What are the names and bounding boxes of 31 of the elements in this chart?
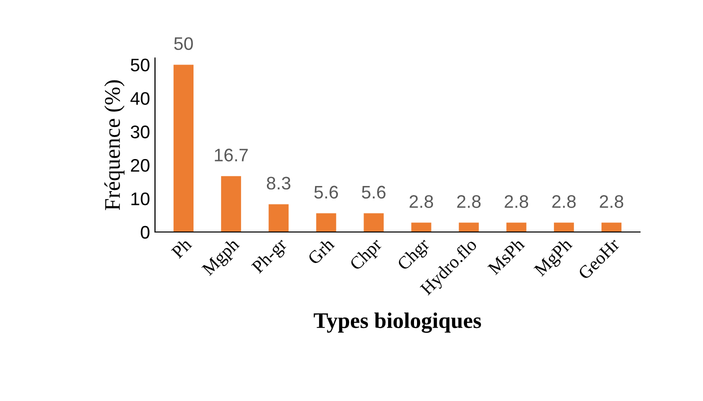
x-axis-title: Types biologiques (314, 312, 482, 333)
y-axis-title: Fréquence (%) (104, 80, 124, 210)
y-tick-label: 50 (130, 58, 150, 72)
data-label: 50 (174, 37, 193, 50)
bar (554, 222, 574, 232)
data-label: 16.7 (214, 148, 248, 162)
data-label: 2.8 (552, 195, 576, 208)
bar (601, 222, 622, 232)
x-tick-label: Chpr (348, 236, 386, 274)
bar (364, 213, 384, 232)
bar (458, 222, 479, 232)
data-label: 2.8 (600, 195, 624, 208)
bar (316, 213, 336, 232)
data-label: 8.3 (266, 176, 290, 190)
bar (506, 222, 526, 232)
x-tick-label: Grh (306, 237, 335, 266)
y-tick-label: 20 (130, 159, 150, 172)
data-label: 5.6 (362, 186, 386, 199)
y-tick-label: 30 (130, 126, 150, 138)
data-label: 2.8 (504, 195, 528, 208)
y-tick-label: 0 (140, 226, 150, 239)
y-tick-label: 40 (130, 92, 150, 105)
x-tick-label: Ph (170, 237, 192, 259)
bar (174, 64, 194, 232)
bar (268, 204, 289, 232)
bar (411, 222, 432, 232)
data-label: 2.8 (457, 195, 481, 208)
bar (221, 176, 242, 232)
y-tick-label: 10 (131, 192, 150, 206)
data-label: 5.6 (314, 186, 338, 199)
data-label: 2.8 (410, 195, 434, 208)
